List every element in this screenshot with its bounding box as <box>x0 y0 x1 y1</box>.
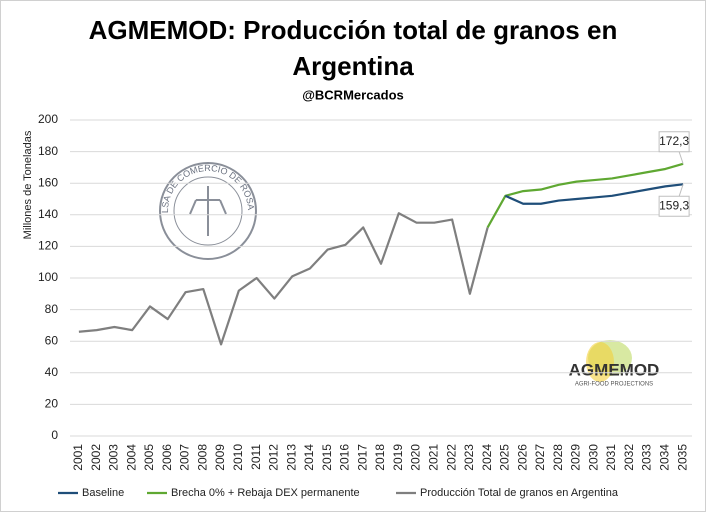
x-tick-label: 2017 <box>355 444 369 471</box>
x-tick-label: 2007 <box>178 444 192 471</box>
x-tick-label: 2008 <box>195 444 209 471</box>
x-tick-label: 2002 <box>89 444 103 471</box>
y-tick-label: 120 <box>38 239 58 253</box>
grid <box>70 119 692 437</box>
x-tick-label: 2027 <box>533 444 547 471</box>
x-tick-label: 2023 <box>462 444 476 471</box>
y-axis-label: Millones de Toneladas <box>22 130 34 239</box>
x-tick-label: 2003 <box>107 444 121 471</box>
x-tick-label: 2005 <box>142 444 156 471</box>
y-tick-label: 80 <box>45 302 59 316</box>
y-tick-label: 200 <box>38 112 58 126</box>
y-tick-label: 160 <box>38 175 58 189</box>
x-tick-label: 2035 <box>675 444 689 471</box>
logo-tagline: AGRI-FOOD PROJECTIONS <box>575 382 653 388</box>
chart-title: Argentina <box>292 51 414 81</box>
y-tick-label: 180 <box>38 144 58 158</box>
x-tick-label: 2022 <box>444 444 458 471</box>
logo-leaf <box>586 342 614 382</box>
chart-title: AGMEMOD: Producción total de granos en <box>89 15 618 45</box>
x-tick-label: 2029 <box>569 444 583 471</box>
y-tick-label: 0 <box>51 428 58 442</box>
x-tick-label: 2018 <box>373 444 387 471</box>
x-tick-label: 2034 <box>658 444 672 471</box>
logo-name: AGMEMOD <box>569 360 660 379</box>
seal-emblem <box>189 186 227 236</box>
agmemod-logo: AGMEMOD AGRI-FOOD PROJECTIONS <box>569 340 660 388</box>
x-tick-label: 2016 <box>338 444 352 471</box>
y-tick-label: 60 <box>45 333 59 347</box>
x-tick-label: 2028 <box>551 444 565 471</box>
x-tick-label: 2015 <box>320 444 334 471</box>
x-tick-label: 2009 <box>213 444 227 471</box>
value-label: 172,3 <box>659 134 689 148</box>
x-tick-label: 2031 <box>604 444 618 471</box>
x-tick-label: 2024 <box>480 444 494 471</box>
y-tick-label: 20 <box>45 397 59 411</box>
seal-ring <box>173 176 243 246</box>
x-tick-label: 2014 <box>302 444 316 471</box>
seal-ring <box>159 162 257 260</box>
legend-label: Brecha 0% + Rebaja DEX permanente <box>171 487 360 499</box>
x-tick-label: 2025 <box>498 444 512 471</box>
x-tick-label: 2004 <box>124 444 138 471</box>
x-tick-label: 2026 <box>515 444 529 471</box>
x-tick-label: 2001 <box>71 444 85 471</box>
x-tick-label: 2011 <box>249 444 263 470</box>
series-line <box>486 162 684 228</box>
y-tick-label: 40 <box>45 365 59 379</box>
value-label: 159,3 <box>659 198 689 212</box>
x-tick-label: 2021 <box>426 444 440 471</box>
legend-label: Producción Total de granos en Argentina <box>420 487 619 499</box>
series-line <box>78 212 489 346</box>
chart-subtitle: @BCRMercados <box>302 87 404 102</box>
x-tick-label: 2013 <box>284 444 298 471</box>
x-tick-label: 2020 <box>409 444 423 471</box>
x-tick-label: 2012 <box>267 444 281 471</box>
series-line <box>504 183 684 205</box>
x-tick-label: 2030 <box>586 444 600 471</box>
y-tick-label: 140 <box>38 207 58 221</box>
callout <box>658 184 690 217</box>
x-tick-label: 2010 <box>231 444 245 471</box>
x-tick-label: 2019 <box>391 444 405 471</box>
callout <box>658 131 690 164</box>
y-tick-label: 100 <box>38 270 58 284</box>
x-tick-label: 2032 <box>622 444 636 471</box>
legend-label: Baseline <box>82 487 124 499</box>
x-tick-label: 2006 <box>160 444 174 471</box>
x-tick-label: 2033 <box>640 444 654 471</box>
